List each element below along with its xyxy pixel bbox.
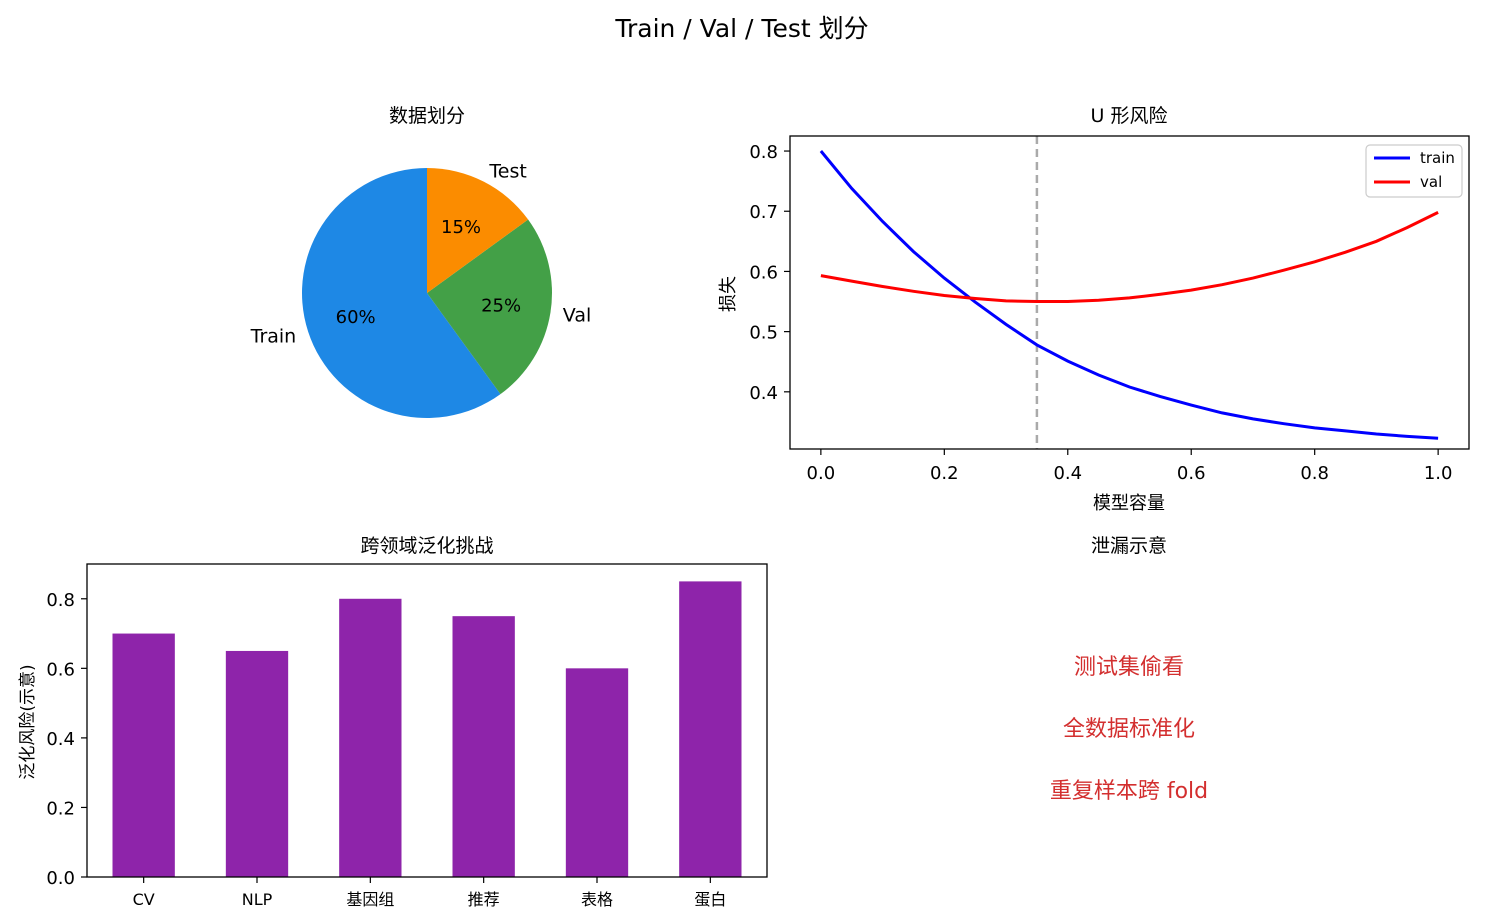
x-tick-label: 0.8 — [1300, 463, 1329, 484]
pie-pct-test: 15% — [441, 217, 481, 238]
x-tick-label: CV — [133, 890, 155, 909]
x-tick-label: 0.2 — [930, 463, 959, 484]
leakage-line-1: 测试集偷看 — [1074, 655, 1184, 680]
line-chart-legend: train val — [1365, 144, 1463, 198]
x-tick-label: 0.6 — [1177, 463, 1206, 484]
x-tick-label: 基因组 — [346, 890, 394, 909]
pie-label-train: Train — [250, 325, 297, 347]
pie-chart-panel: 数据划分 Train 60% Val 25% Test 15% — [250, 105, 592, 418]
pie-chart-title: 数据划分 — [389, 105, 465, 127]
line-chart-xlabel: 模型容量 — [1093, 493, 1165, 514]
line-chart-ylabel: 损失 — [718, 276, 739, 312]
figure-title: Train / Val / Test 划分 — [614, 14, 868, 43]
x-tick-label: 表格 — [581, 890, 613, 909]
pie-slice-val — [427, 219, 552, 395]
pie-slice-train — [302, 168, 501, 418]
series-line-train — [819, 150, 1439, 440]
y-tick-label: 0.4 — [749, 383, 778, 404]
y-tick-label: 0.2 — [46, 798, 75, 819]
y-tick-label: 0.6 — [749, 262, 778, 283]
pie-label-val: Val — [563, 305, 591, 327]
bar-4 — [565, 668, 629, 877]
x-tick-label: 0.4 — [1053, 463, 1082, 484]
pie-pct-val: 25% — [481, 296, 521, 317]
legend-label-train: train — [1420, 149, 1455, 167]
y-tick-label: 0.8 — [749, 142, 778, 163]
bar-chart-frame — [86, 563, 768, 878]
bar-chart-plot-area: CV NLP 基因组 推荐 表格 蛋白 0.0 0.2 0.4 0.6 0.8 — [46, 563, 768, 909]
y-tick-label: 0.7 — [749, 202, 778, 223]
y-tick-label: 0.5 — [749, 323, 778, 344]
leakage-panel-title: 泄漏示意 — [1091, 535, 1167, 557]
x-tick-label: NLP — [242, 890, 273, 909]
legend-label-val: val — [1420, 173, 1442, 191]
pie-slices — [302, 168, 552, 418]
bar-chart-ylabel: 泛化风险(示意) — [18, 664, 38, 779]
pie-pct-train: 60% — [336, 307, 376, 328]
x-tick-label: 0.0 — [807, 463, 836, 484]
leakage-text-panel: 泄漏示意 测试集偷看 全数据标准化 重复样本跨 fold — [1050, 535, 1208, 804]
bar-chart-panel: 跨领域泛化挑战 CV NLP 基因组 推荐 表格 蛋白 0.0 0.2 0.4 0.6 0.8 泛化… — [18, 535, 768, 909]
y-tick-label: 0.8 — [46, 590, 75, 611]
y-tick-label: 0.0 — [46, 868, 75, 889]
line-chart-plot-area: 0.0 0.2 0.4 0.6 0.8 1.0 0.4 0.5 0.6 0.7 0.8 train va… — [749, 135, 1470, 484]
line-chart-frame — [789, 135, 1470, 450]
x-tick-label: 推荐 — [468, 890, 500, 909]
bar-2 — [339, 598, 402, 877]
bar-0 — [112, 633, 175, 877]
y-tick-label: 0.4 — [46, 729, 75, 750]
series-line-val — [820, 211, 1439, 303]
pie-labels: Train 60% Val 25% Test 15% — [250, 160, 592, 347]
pie-label-test: Test — [488, 160, 526, 182]
line-chart-title: U 形风险 — [1091, 105, 1168, 127]
bar-1 — [225, 650, 289, 877]
pie-slice-test — [427, 168, 529, 293]
leakage-line-2: 全数据标准化 — [1063, 717, 1195, 742]
bar-3 — [452, 616, 515, 877]
x-tick-label: 蛋白 — [694, 890, 726, 909]
y-tick-label: 0.6 — [46, 659, 75, 680]
leakage-line-3: 重复样本跨 fold — [1050, 779, 1208, 804]
bar-5 — [679, 581, 742, 877]
line-chart-panel: U 形风险 0.0 0.2 0.4 0.6 0.8 1.0 0.4 0.5 0.6 0.7 0.8 t… — [718, 105, 1470, 514]
bar-chart-title: 跨领域泛化挑战 — [360, 535, 493, 557]
x-tick-label: 1.0 — [1424, 463, 1453, 484]
